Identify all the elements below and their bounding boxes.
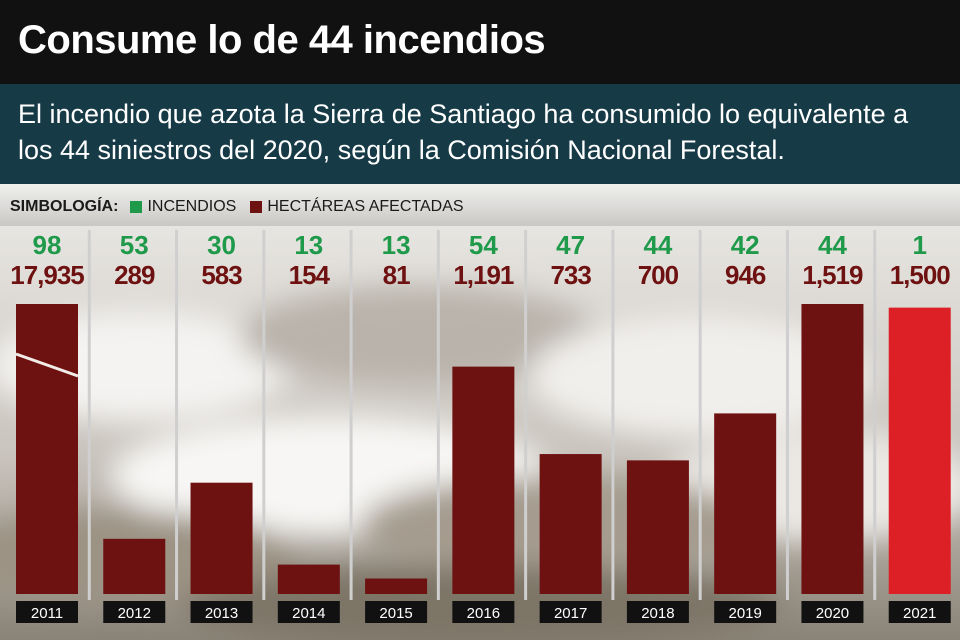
fires-value-label: 13	[294, 230, 323, 260]
fires-value-label: 44	[643, 230, 672, 260]
bar-2013	[190, 482, 253, 594]
year-tick-label: 2015	[379, 605, 412, 622]
year-label-background	[626, 601, 689, 623]
legend-heading: SIMBOLOGÍA:	[10, 198, 119, 215]
legend-swatch-hectares	[250, 201, 263, 213]
fires-value-label: 13	[382, 230, 411, 260]
year-tick-label: 2013	[205, 605, 238, 622]
year-tick-label: 2012	[118, 605, 151, 622]
year-label-background	[277, 601, 340, 623]
hectares-value-label: 1,500	[890, 260, 951, 290]
bar-2016	[452, 366, 515, 594]
year-tick-label: 2016	[467, 605, 500, 622]
legend-label-hectares: HECTÁREAS AFECTADAS	[267, 198, 464, 215]
legend-swatch-fires	[130, 201, 143, 213]
bar-2017	[539, 454, 602, 594]
bar-2018	[626, 460, 689, 594]
year-tick-label: 2019	[728, 605, 761, 622]
hectares-value-label: 81	[383, 260, 410, 290]
hectares-value-label: 700	[638, 260, 679, 290]
bar-2011	[16, 304, 78, 594]
bar-2014	[277, 564, 340, 594]
year-label-background	[16, 601, 78, 623]
year-tick-label: 2011	[31, 605, 63, 622]
year-tick-label: 2020	[816, 605, 849, 622]
fires-value-label: 98	[33, 230, 62, 260]
year-label-background	[714, 601, 777, 623]
year-tick-label: 2014	[292, 605, 325, 622]
legend-band	[0, 184, 960, 226]
hectares-value-label: 1,191	[453, 260, 514, 290]
legend: SIMBOLOGÍA: INCENDIOS HECTÁREAS AFECTADA…	[10, 198, 474, 216]
legend-label-fires: INCENDIOS	[147, 198, 237, 215]
hectares-value-label: 583	[201, 260, 242, 290]
title-band: Consume lo de 44 incendios	[0, 0, 960, 84]
hectares-value-label: 154	[289, 260, 331, 290]
fires-value-label: 47	[556, 230, 585, 260]
year-label-background	[190, 601, 253, 623]
year-label-background	[103, 601, 166, 623]
bar-2019	[714, 413, 777, 594]
hectares-value-label: 289	[114, 260, 155, 290]
bar-2020	[801, 304, 864, 594]
year-tick-label: 2021	[903, 605, 936, 622]
hectares-value-label: 733	[550, 260, 591, 290]
fires-value-label: 30	[207, 230, 236, 260]
hectares-value-label: 17,935	[10, 260, 84, 290]
fires-value-label: 1	[912, 230, 926, 260]
subtitle-band: El incendio que azota la Sierra de Santi…	[0, 84, 960, 184]
fires-value-label: 42	[731, 230, 760, 260]
year-label-background	[888, 601, 951, 623]
fires-value-label: 53	[120, 230, 149, 260]
bar-2015	[365, 578, 428, 594]
bar-2012	[103, 538, 166, 594]
hectares-value-label: 946	[725, 260, 766, 290]
fires-value-label: 44	[818, 230, 847, 260]
chart-subtitle: El incendio que azota la Sierra de Santi…	[18, 99, 909, 165]
bar-2021	[888, 307, 951, 594]
year-label-background	[539, 601, 602, 623]
axis-break-mark	[15, 352, 79, 378]
fires-value-label: 54	[469, 230, 498, 260]
year-label-background	[452, 601, 515, 623]
year-tick-label: 2017	[554, 605, 587, 622]
year-tick-label: 2018	[641, 605, 674, 622]
year-label-background	[365, 601, 428, 623]
hectares-value-label: 1,519	[802, 260, 863, 290]
chart-title: Consume lo de 44 incendios	[18, 18, 546, 62]
year-label-background	[801, 601, 864, 623]
